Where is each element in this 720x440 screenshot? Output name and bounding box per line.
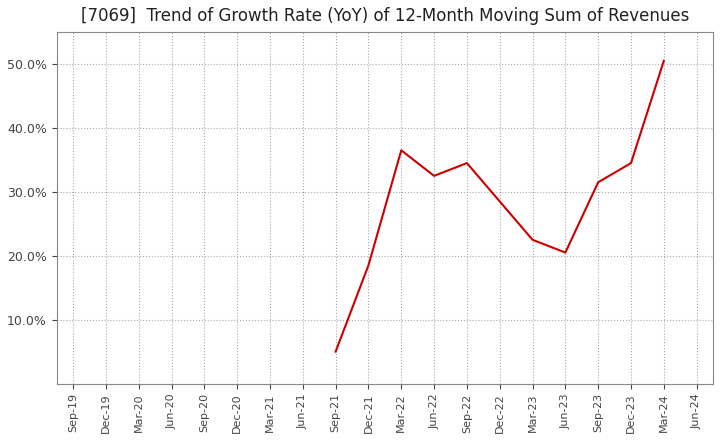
Title: [7069]  Trend of Growth Rate (YoY) of 12-Month Moving Sum of Revenues: [7069] Trend of Growth Rate (YoY) of 12-… xyxy=(81,7,689,25)
